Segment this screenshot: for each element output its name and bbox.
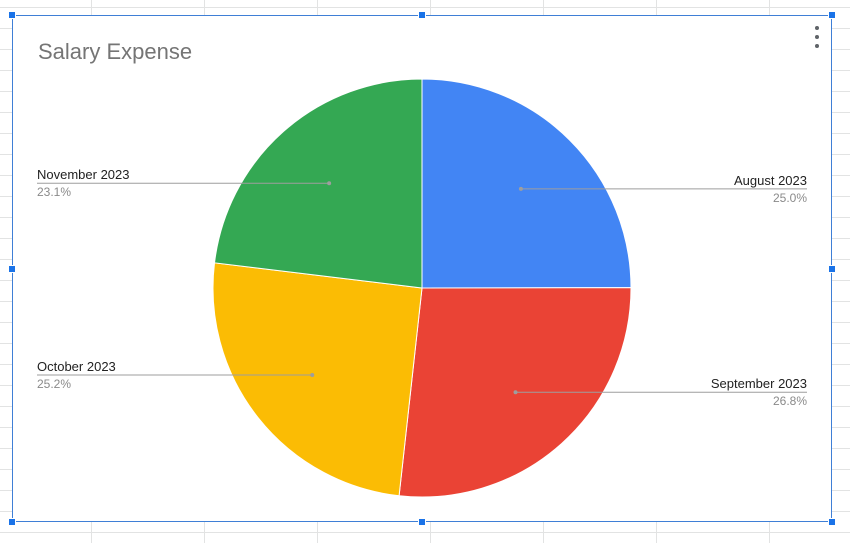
pie-slice-august-2023[interactable] (421, 78, 632, 289)
resize-handle-right[interactable] (828, 265, 836, 273)
slice-percent-label: 26.8% (773, 394, 807, 408)
slice-percent-label: 25.0% (773, 191, 807, 205)
slice-label: October 2023 (37, 359, 116, 374)
slice-percent-label: 25.2% (37, 377, 71, 391)
slice-label: September 2023 (711, 376, 807, 391)
slice-label: November 2023 (37, 167, 130, 182)
slice-label: August 2023 (734, 173, 807, 188)
resize-handle-left[interactable] (8, 265, 16, 273)
more-vert-icon[interactable] (813, 26, 821, 48)
pie-slice-october-2023[interactable] (212, 262, 423, 497)
resize-handle-bottom-right[interactable] (828, 518, 836, 526)
resize-handle-top-left[interactable] (8, 11, 16, 19)
slice-percent-label: 23.1% (37, 185, 71, 199)
resize-handle-top[interactable] (418, 11, 426, 19)
resize-handle-bottom-left[interactable] (8, 518, 16, 526)
chart-title: Salary Expense (38, 39, 193, 64)
resize-handle-top-right[interactable] (828, 11, 836, 19)
resize-handle-bottom[interactable] (418, 518, 426, 526)
